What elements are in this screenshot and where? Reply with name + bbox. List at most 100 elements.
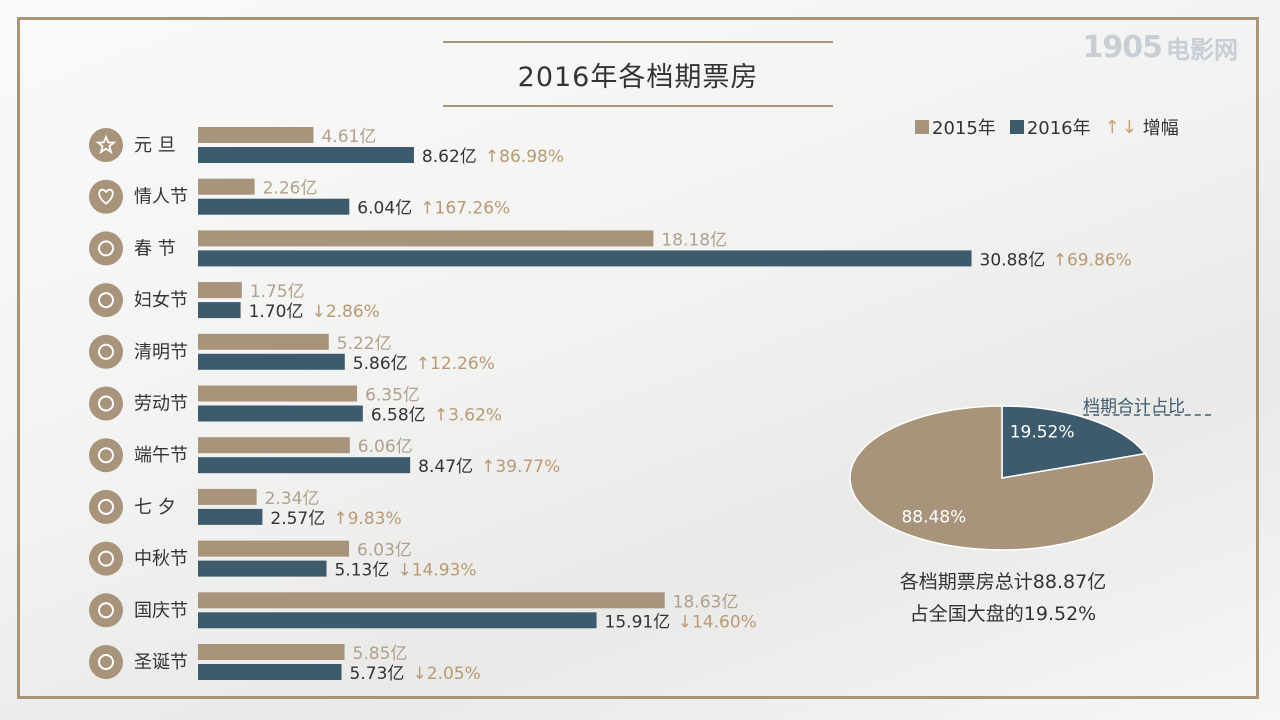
legend-label-2016: 2016年	[1026, 118, 1091, 139]
value-label-2015: 6.03亿	[357, 541, 412, 561]
category-icon-bg	[89, 593, 123, 628]
legend-item-2016: 2016年	[1009, 114, 1091, 140]
title-box: 2016年各档期票房	[443, 41, 833, 107]
category-label: 端午节	[134, 445, 188, 466]
bar-2016	[198, 250, 972, 267]
bar-2015	[198, 385, 358, 402]
category-icon-bg	[89, 489, 123, 524]
woman-icon	[98, 292, 114, 309]
category-icon-bg	[89, 438, 123, 473]
pie-slice-label: 19.52%	[1010, 423, 1075, 443]
change-label: ↑167.26%	[420, 199, 510, 219]
category-label: 清明节	[134, 342, 188, 363]
value-label-2015: 5.22亿	[337, 334, 392, 354]
border-frame	[17, 17, 1259, 699]
logo-number: 1905	[1082, 30, 1163, 65]
bar-2015	[198, 592, 665, 609]
change-label: ↑69.86%	[1053, 250, 1132, 270]
bar-2015	[198, 178, 255, 195]
value-label-2016: 8.47亿	[418, 457, 473, 477]
bar-2016	[198, 664, 342, 680]
pie-note: 各档期票房总计88.87亿 占全国大盘的19.52%	[868, 566, 1138, 630]
change-label: ↓2.86%	[312, 302, 380, 322]
runner-icon	[98, 447, 114, 464]
category-label: 中秋节	[134, 549, 188, 570]
change-label: ↓14.93%	[398, 561, 477, 581]
value-label-2015: 1.75亿	[250, 282, 305, 302]
change-label: ↑86.98%	[485, 147, 564, 167]
bar-2016	[198, 147, 414, 163]
umbrella-icon	[98, 343, 114, 360]
bar-2016	[198, 612, 597, 629]
bar-2015	[198, 230, 654, 247]
value-label-2016: 5.73亿	[350, 664, 405, 684]
chart-title: 2016年各档期票房	[517, 61, 759, 93]
category-label: 七 夕	[134, 497, 176, 518]
bar-2016	[198, 302, 241, 319]
value-label-2016: 5.86亿	[353, 354, 408, 374]
pie-title: 档期合计占比	[1083, 397, 1185, 417]
change-label: ↑12.26%	[416, 354, 495, 374]
change-label: ↑3.62%	[434, 406, 502, 426]
category-icon-bg	[89, 283, 123, 318]
category-label: 劳动节	[134, 394, 188, 415]
value-label-2015: 2.26亿	[263, 179, 318, 199]
category-label: 妇女节	[134, 290, 188, 311]
legend-swatch-2016	[1009, 120, 1024, 134]
pie-slice	[1001, 405, 1147, 479]
value-label-2015: 5.85亿	[353, 644, 408, 664]
bar-2016	[198, 353, 345, 370]
worker-icon	[98, 395, 114, 412]
category-icon-bg	[89, 645, 123, 679]
legend-item-change: ↑↓ 增幅	[1105, 114, 1179, 140]
change-label: ↑39.77%	[481, 457, 560, 477]
value-label-2016: 2.57亿	[270, 509, 325, 529]
bar-2015	[198, 282, 242, 299]
category-icon-bg	[89, 386, 123, 421]
pie-note-line1: 各档期票房总计88.87亿	[899, 571, 1107, 593]
bar-2016	[198, 405, 363, 422]
category-icon-bg	[89, 231, 123, 266]
value-label-2016: 6.58亿	[371, 406, 426, 426]
value-label-2016: 8.62亿	[422, 147, 477, 167]
bar-2016	[198, 198, 350, 215]
value-label-2015: 6.35亿	[365, 386, 420, 406]
bar-2015	[198, 437, 350, 454]
change-label: ↑9.83%	[333, 509, 401, 529]
bar-2015	[198, 333, 329, 350]
pie-slice-label: 88.48%	[901, 507, 966, 527]
pie-slice	[849, 405, 1155, 551]
category-icon-bg	[89, 541, 123, 576]
category-icon-bg	[89, 334, 123, 369]
pie-note-line2: 占全国大盘的19.52%	[909, 603, 1097, 625]
category-label: 圣诞节	[134, 652, 188, 673]
legend: 2015年 2016年 ↑↓ 增幅	[915, 114, 1193, 140]
category-label: 春 节	[134, 238, 176, 259]
category-icon-bg	[89, 128, 123, 162]
bar-2015	[198, 540, 350, 557]
value-label-2015: 6.06亿	[358, 437, 413, 457]
change-label: ↓14.60%	[678, 612, 757, 632]
pie-title-underline	[1083, 414, 1211, 416]
value-label-2016: 5.13亿	[335, 561, 390, 581]
change-label: ↓2.05%	[413, 664, 481, 684]
star-icon	[95, 134, 117, 155]
rabbit-icon	[98, 550, 114, 567]
value-label-2016: 6.04亿	[357, 199, 412, 219]
value-label-2016: 1.70亿	[249, 302, 304, 322]
bar-2016	[198, 560, 327, 577]
reindeer-icon	[98, 654, 114, 670]
logo: 1905 电影网	[1083, 30, 1239, 65]
logo-text: 电影网	[1166, 36, 1238, 64]
bar-2015	[198, 488, 257, 505]
bar-2015	[198, 644, 345, 660]
category-label: 元 旦	[134, 135, 176, 156]
heart-icon	[98, 188, 114, 205]
value-label-2015: 18.18亿	[661, 230, 727, 250]
rose-icon	[98, 498, 114, 515]
legend-swatch-2015	[915, 120, 929, 134]
category-icon-bg	[89, 179, 123, 214]
value-label-2015: 4.61亿	[321, 127, 376, 147]
value-label-2016: 30.88亿	[980, 250, 1046, 270]
